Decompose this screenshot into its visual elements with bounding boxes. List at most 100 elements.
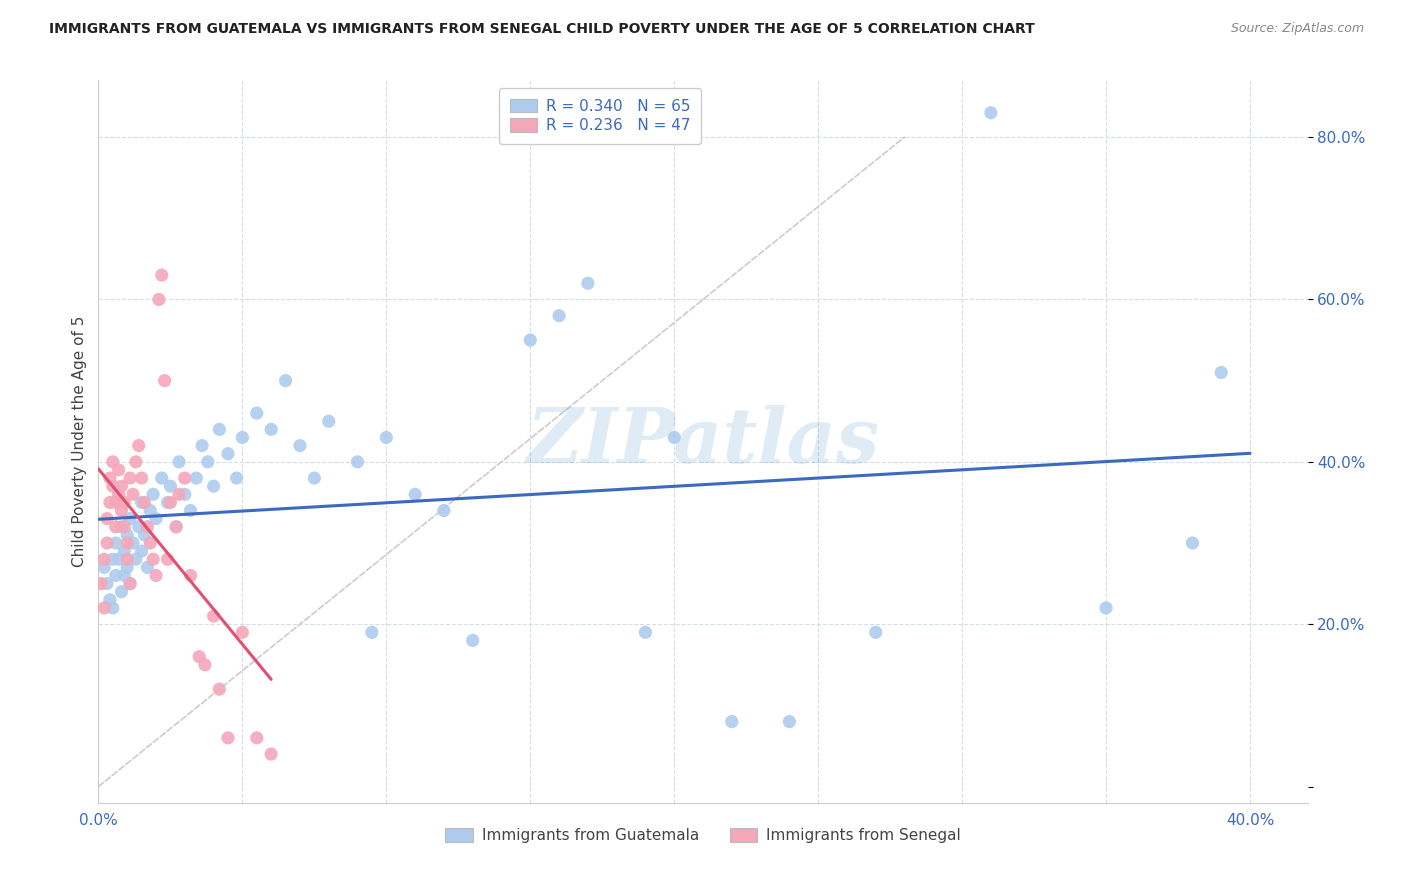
Point xyxy=(139,536,162,550)
Point xyxy=(107,463,129,477)
Legend: Immigrants from Guatemala, Immigrants from Senegal: Immigrants from Guatemala, Immigrants fr… xyxy=(439,822,967,849)
Point xyxy=(110,584,132,599)
Point xyxy=(404,487,426,501)
Point xyxy=(634,625,657,640)
Point xyxy=(136,520,159,534)
Point xyxy=(131,544,153,558)
Point xyxy=(104,568,127,582)
Point xyxy=(191,439,214,453)
Point xyxy=(1181,536,1204,550)
Point xyxy=(107,552,129,566)
Point xyxy=(150,471,173,485)
Point xyxy=(142,487,165,501)
Point xyxy=(115,536,138,550)
Text: ZIPatlas: ZIPatlas xyxy=(526,405,880,478)
Point xyxy=(128,520,150,534)
Point xyxy=(720,714,742,729)
Point xyxy=(112,495,135,509)
Point xyxy=(148,293,170,307)
Point xyxy=(96,536,118,550)
Point xyxy=(134,528,156,542)
Point xyxy=(173,471,195,485)
Point xyxy=(202,609,225,624)
Point xyxy=(246,406,269,420)
Point xyxy=(120,511,142,525)
Point xyxy=(186,471,208,485)
Point xyxy=(664,430,686,444)
Point xyxy=(346,455,368,469)
Point xyxy=(865,625,887,640)
Point xyxy=(112,520,135,534)
Point xyxy=(778,714,800,729)
Point xyxy=(101,479,124,493)
Text: Source: ZipAtlas.com: Source: ZipAtlas.com xyxy=(1230,22,1364,36)
Point xyxy=(120,576,142,591)
Point xyxy=(576,277,599,291)
Point xyxy=(101,552,124,566)
Point xyxy=(122,487,145,501)
Point xyxy=(318,414,340,428)
Point xyxy=(433,503,456,517)
Point xyxy=(115,552,138,566)
Point xyxy=(1211,366,1233,380)
Point xyxy=(125,552,148,566)
Point xyxy=(110,503,132,517)
Point xyxy=(120,576,142,591)
Point xyxy=(197,455,219,469)
Point xyxy=(98,495,121,509)
Point xyxy=(107,487,129,501)
Point xyxy=(115,560,138,574)
Point xyxy=(208,682,231,697)
Point xyxy=(156,495,179,509)
Point xyxy=(142,552,165,566)
Point xyxy=(231,625,253,640)
Point xyxy=(165,520,187,534)
Point xyxy=(96,576,118,591)
Point xyxy=(131,495,153,509)
Point xyxy=(980,105,1002,120)
Point xyxy=(104,495,127,509)
Point xyxy=(288,439,311,453)
Point xyxy=(115,528,138,542)
Point xyxy=(375,430,398,444)
Point xyxy=(202,479,225,493)
Y-axis label: Child Poverty Under the Age of 5: Child Poverty Under the Age of 5 xyxy=(72,316,87,567)
Point xyxy=(128,439,150,453)
Point xyxy=(98,592,121,607)
Point xyxy=(260,422,283,436)
Point xyxy=(1095,601,1118,615)
Point xyxy=(231,430,253,444)
Point xyxy=(519,333,541,347)
Point xyxy=(90,576,112,591)
Point xyxy=(93,560,115,574)
Point xyxy=(173,487,195,501)
Point xyxy=(136,560,159,574)
Point xyxy=(122,536,145,550)
Point xyxy=(167,487,190,501)
Point xyxy=(194,657,217,672)
Point xyxy=(225,471,247,485)
Point xyxy=(304,471,326,485)
Point xyxy=(217,731,239,745)
Point xyxy=(93,552,115,566)
Point xyxy=(361,625,384,640)
Point xyxy=(98,471,121,485)
Point xyxy=(110,520,132,534)
Point xyxy=(461,633,484,648)
Point xyxy=(134,495,156,509)
Point xyxy=(104,536,127,550)
Point xyxy=(101,455,124,469)
Text: IMMIGRANTS FROM GUATEMALA VS IMMIGRANTS FROM SENEGAL CHILD POVERTY UNDER THE AGE: IMMIGRANTS FROM GUATEMALA VS IMMIGRANTS … xyxy=(49,22,1035,37)
Point xyxy=(153,374,176,388)
Point xyxy=(180,568,202,582)
Point xyxy=(167,455,190,469)
Point xyxy=(120,471,142,485)
Point xyxy=(260,747,283,761)
Point xyxy=(165,520,187,534)
Point xyxy=(101,601,124,615)
Point xyxy=(145,568,167,582)
Point xyxy=(145,511,167,525)
Point xyxy=(93,601,115,615)
Point xyxy=(110,479,132,493)
Point xyxy=(104,520,127,534)
